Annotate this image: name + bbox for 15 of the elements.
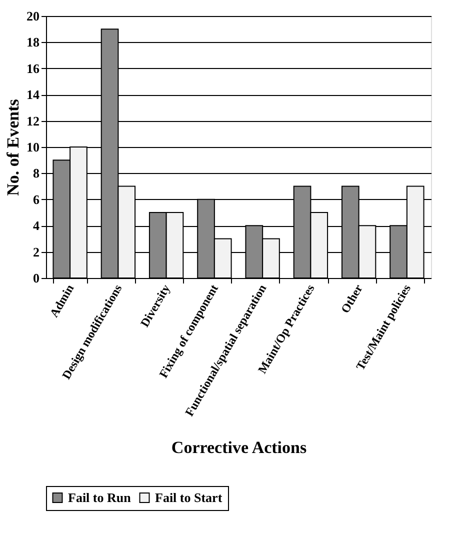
y-tick-label: 12 [26, 113, 40, 128]
y-tick-label: 2 [33, 244, 40, 260]
y-tick-label: 14 [26, 87, 40, 102]
y-tick-label: 8 [33, 166, 40, 181]
y-tick-label: 16 [26, 60, 40, 76]
x-axis-title: Corrective Actions [171, 438, 307, 458]
y-tick-label: 6 [33, 192, 40, 207]
legend-label: Fail to Run [68, 490, 132, 505]
y-axis-title: No. of Events [4, 98, 22, 196]
y-tick-label: 20 [26, 8, 40, 24]
y-tick-label: 0 [33, 270, 40, 286]
y-tick-label: 4 [33, 218, 40, 234]
legend-label: Fail to Start [155, 490, 223, 505]
y-tick-label: 18 [26, 34, 40, 50]
y-tick-label: 10 [26, 140, 40, 154]
